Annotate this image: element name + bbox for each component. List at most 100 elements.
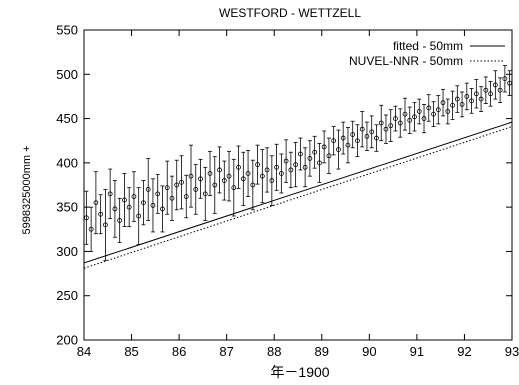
legend: fitted - 50mm NUVEL-NNR - 50mm <box>349 39 505 68</box>
data-point <box>488 80 494 107</box>
point-marker <box>297 151 303 157</box>
data-point <box>388 109 394 143</box>
data-point <box>117 197 123 243</box>
data-point <box>483 76 489 104</box>
point-marker <box>464 94 470 99</box>
x-tick-label: 90 <box>362 344 376 359</box>
point-marker <box>236 164 241 170</box>
point-marker <box>250 182 256 188</box>
point-marker <box>473 91 479 97</box>
data-point <box>445 98 451 125</box>
point-marker <box>93 200 99 206</box>
data-point <box>435 95 441 125</box>
x-tick-label: 89 <box>315 344 329 359</box>
data-point <box>174 159 180 211</box>
point-marker <box>245 171 251 176</box>
point-marker <box>131 194 137 199</box>
point-marker <box>336 147 341 152</box>
data-point <box>345 127 351 164</box>
legend-label-nuvel: NUVEL-NNR - 50mm <box>349 54 463 68</box>
data-point <box>364 121 370 151</box>
point-marker <box>98 211 104 217</box>
data-point <box>141 180 146 226</box>
data-point <box>340 121 346 155</box>
data-point <box>93 171 99 235</box>
point-marker <box>150 202 156 208</box>
data-point <box>98 194 104 235</box>
data-point <box>207 150 213 197</box>
point-marker <box>117 218 123 223</box>
data-point <box>183 174 189 219</box>
point-marker <box>454 96 460 102</box>
data-point <box>492 70 498 100</box>
data-point <box>136 187 142 245</box>
point-marker <box>112 206 118 212</box>
data-point <box>378 104 384 142</box>
point-marker <box>107 191 113 197</box>
x-tick-label: 92 <box>457 344 471 359</box>
data-point <box>497 77 503 104</box>
point-marker <box>374 135 379 141</box>
point-marker <box>435 107 441 113</box>
data-point <box>126 187 132 228</box>
data-point <box>221 160 227 201</box>
point-marker <box>350 132 356 137</box>
point-marker <box>145 187 151 192</box>
point-marker <box>478 96 484 102</box>
point-marker <box>288 167 294 173</box>
x-tick-label: 84 <box>77 344 91 359</box>
point-marker <box>221 178 227 183</box>
y-tick-label: 500 <box>56 67 78 82</box>
point-marker <box>431 111 436 117</box>
point-marker <box>155 191 161 197</box>
data-point <box>269 155 275 206</box>
point-marker <box>421 116 427 121</box>
data-point <box>502 65 508 93</box>
data-point <box>426 94 432 122</box>
point-marker <box>126 204 132 210</box>
data-point <box>431 101 436 127</box>
data-point <box>473 79 479 109</box>
point-marker <box>198 176 203 182</box>
point-marker <box>207 171 213 176</box>
data-point <box>336 129 341 170</box>
data-point <box>259 149 265 204</box>
y-tick-label: 350 <box>56 200 78 215</box>
point-marker <box>188 173 194 179</box>
point-marker <box>278 171 284 176</box>
point-marker <box>269 178 275 183</box>
y-tick-label: 450 <box>56 111 78 126</box>
point-marker <box>179 179 184 185</box>
data-point <box>478 86 484 112</box>
point-marker <box>402 111 408 117</box>
point-marker <box>293 162 299 168</box>
point-marker <box>426 105 432 111</box>
point-marker <box>321 144 327 150</box>
data-point <box>355 124 360 158</box>
point-marker <box>283 158 289 164</box>
point-marker <box>259 173 265 179</box>
fitted-line <box>84 121 512 264</box>
point-marker <box>226 173 232 179</box>
data-point <box>160 185 165 233</box>
point-marker <box>502 76 508 82</box>
point-marker <box>122 197 127 203</box>
data-point <box>240 151 246 206</box>
point-marker <box>312 149 318 155</box>
legend-label-fitted: fitted - 50mm <box>393 39 463 53</box>
data-point <box>359 111 365 148</box>
data-point <box>164 160 170 215</box>
data-point <box>245 150 251 197</box>
data-point <box>288 151 294 189</box>
data-point <box>369 115 375 149</box>
data-point <box>331 126 337 156</box>
point-marker <box>202 191 208 197</box>
data-point <box>193 164 199 215</box>
data-point <box>150 178 156 233</box>
x-tick-label: 91 <box>410 344 424 359</box>
data-point <box>302 147 308 188</box>
point-marker <box>412 114 417 120</box>
data-point <box>264 147 270 193</box>
data-point <box>226 150 232 202</box>
data-point <box>202 166 208 221</box>
